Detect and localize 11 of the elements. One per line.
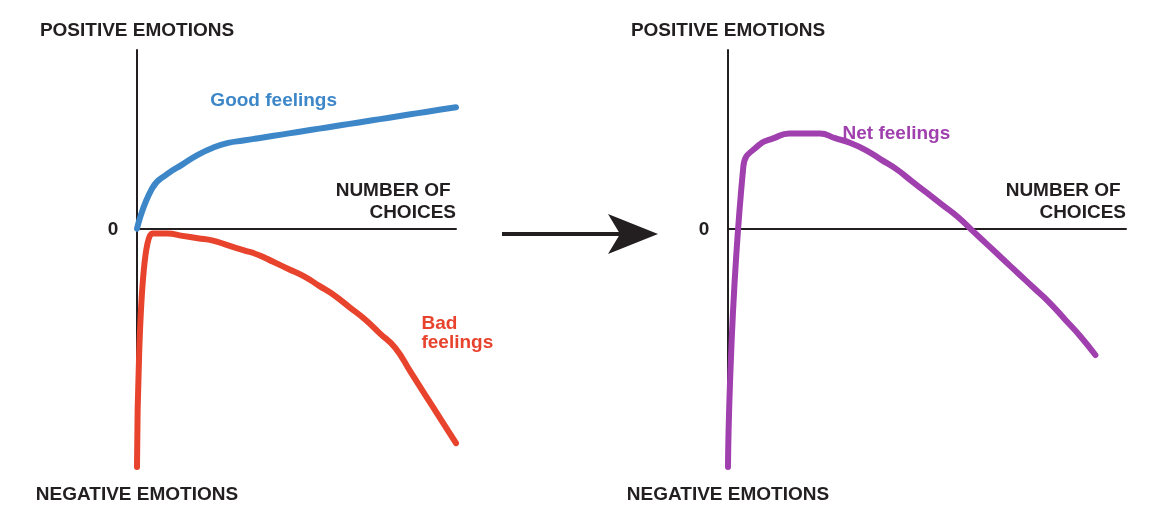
- text: 0: [107, 218, 119, 240]
- y-axis-title: POSITIVE EMOTIONS: [630, 19, 826, 40]
- series-label: Net feelings: [842, 122, 951, 144]
- x-axis-title: NUMBER OF CHOICES: [335, 179, 456, 223]
- series-label: Bad feelings: [421, 311, 494, 352]
- y-axis-title: POSITIVE EMOTIONS: [39, 19, 235, 40]
- text: NEGATIVE EMOTIONS: [626, 483, 830, 504]
- text: 0: [698, 218, 710, 240]
- series-label: Good feelings: [210, 88, 338, 110]
- text: NEGATIVE EMOTIONS: [35, 483, 239, 504]
- x-axis-title: NUMBER OF CHOICES: [1005, 179, 1126, 223]
